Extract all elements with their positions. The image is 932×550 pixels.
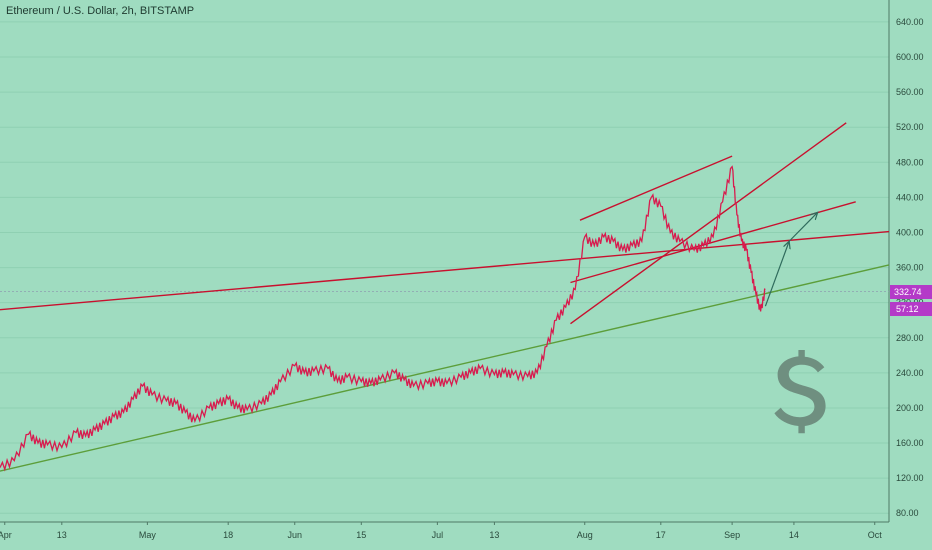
y-tick-label: 400.00 <box>896 227 924 237</box>
x-tick-label: Jul <box>432 530 444 540</box>
resistance-trendline[interactable] <box>570 122 847 325</box>
x-tick-label: Apr <box>0 530 12 540</box>
dollar-sign-icon <box>774 350 826 434</box>
x-tick-label: Oct <box>868 530 883 540</box>
y-tick-label: 640.00 <box>896 17 924 27</box>
support-trendline[interactable] <box>0 264 890 472</box>
resistance-trendline[interactable] <box>0 230 890 311</box>
x-tick-label: 15 <box>356 530 366 540</box>
price-series <box>0 165 766 472</box>
projection-arrow[interactable] <box>764 241 789 307</box>
time-axis[interactable]: Apr 13 May 18 Jun 15 Jul 13 Aug 17 Sep 14 Oct <box>0 522 882 540</box>
y-tick-label: 120.00 <box>896 473 924 483</box>
y-tick-label: 440.00 <box>896 192 924 202</box>
y-tick-label: 280.00 <box>896 333 924 343</box>
y-tick-label: 600.00 <box>896 52 924 62</box>
projection-arrow[interactable] <box>788 212 818 242</box>
y-tick-label: 200.00 <box>896 403 924 413</box>
y-tick-label: 240.00 <box>896 368 924 378</box>
y-tick-label: 360.00 <box>896 263 924 273</box>
chart-title: Ethereum / U.S. Dollar, 2h, BITSTAMP <box>6 5 195 17</box>
resistance-trendline[interactable] <box>579 155 733 221</box>
x-tick-label: 13 <box>489 530 499 540</box>
price-badge-bg <box>890 285 932 299</box>
trendlines[interactable] <box>0 122 890 472</box>
x-tick-label: Sep <box>724 530 740 540</box>
y-tick-label: 80.00 <box>896 508 919 518</box>
x-tick-label: Aug <box>577 530 593 540</box>
grid-lines <box>0 0 890 523</box>
x-tick-label: Jun <box>287 530 302 540</box>
x-tick-label: 14 <box>789 530 799 540</box>
x-tick-label: 18 <box>223 530 233 540</box>
last-price-badge: 332.74 <box>894 287 922 297</box>
price-badges: 332.74 57:12 <box>890 285 932 316</box>
y-tick-label: 160.00 <box>896 438 924 448</box>
resistance-trendline[interactable] <box>570 201 856 284</box>
x-tick-label: 17 <box>656 530 666 540</box>
y-tick-label: 480.00 <box>896 157 924 167</box>
y-tick-label: 520.00 <box>896 122 924 132</box>
price-axis[interactable]: 80.00120.00160.00200.00240.00280.00320.0… <box>896 17 924 518</box>
countdown-badge: 57:12 <box>896 304 919 314</box>
countdown-badge-bg <box>890 302 932 316</box>
x-tick-label: May <box>139 530 157 540</box>
y-tick-label: 560.00 <box>896 87 924 97</box>
price-line <box>0 165 766 472</box>
x-tick-label: 13 <box>57 530 67 540</box>
